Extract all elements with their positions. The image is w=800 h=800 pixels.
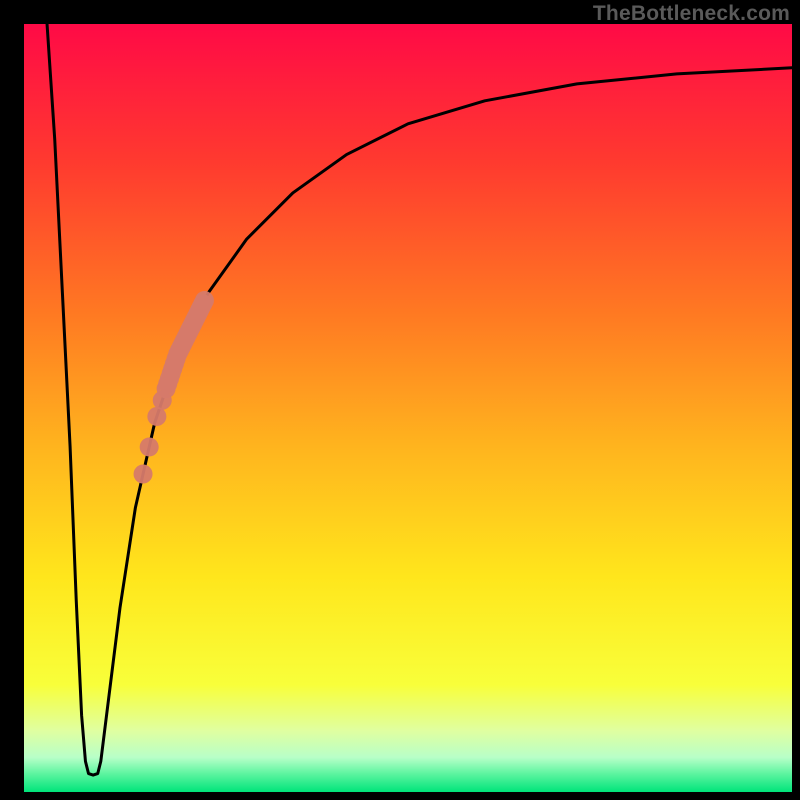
marker-point [134,465,153,484]
plot-background [24,24,792,792]
marker-point [153,391,172,410]
attribution-text: TheBottleneck.com [593,2,790,26]
chart-svg [0,0,800,800]
marker-point [195,291,214,310]
marker-point [147,407,166,426]
marker-point [140,438,159,457]
chart-root: TheBottleneck.com [0,0,800,800]
